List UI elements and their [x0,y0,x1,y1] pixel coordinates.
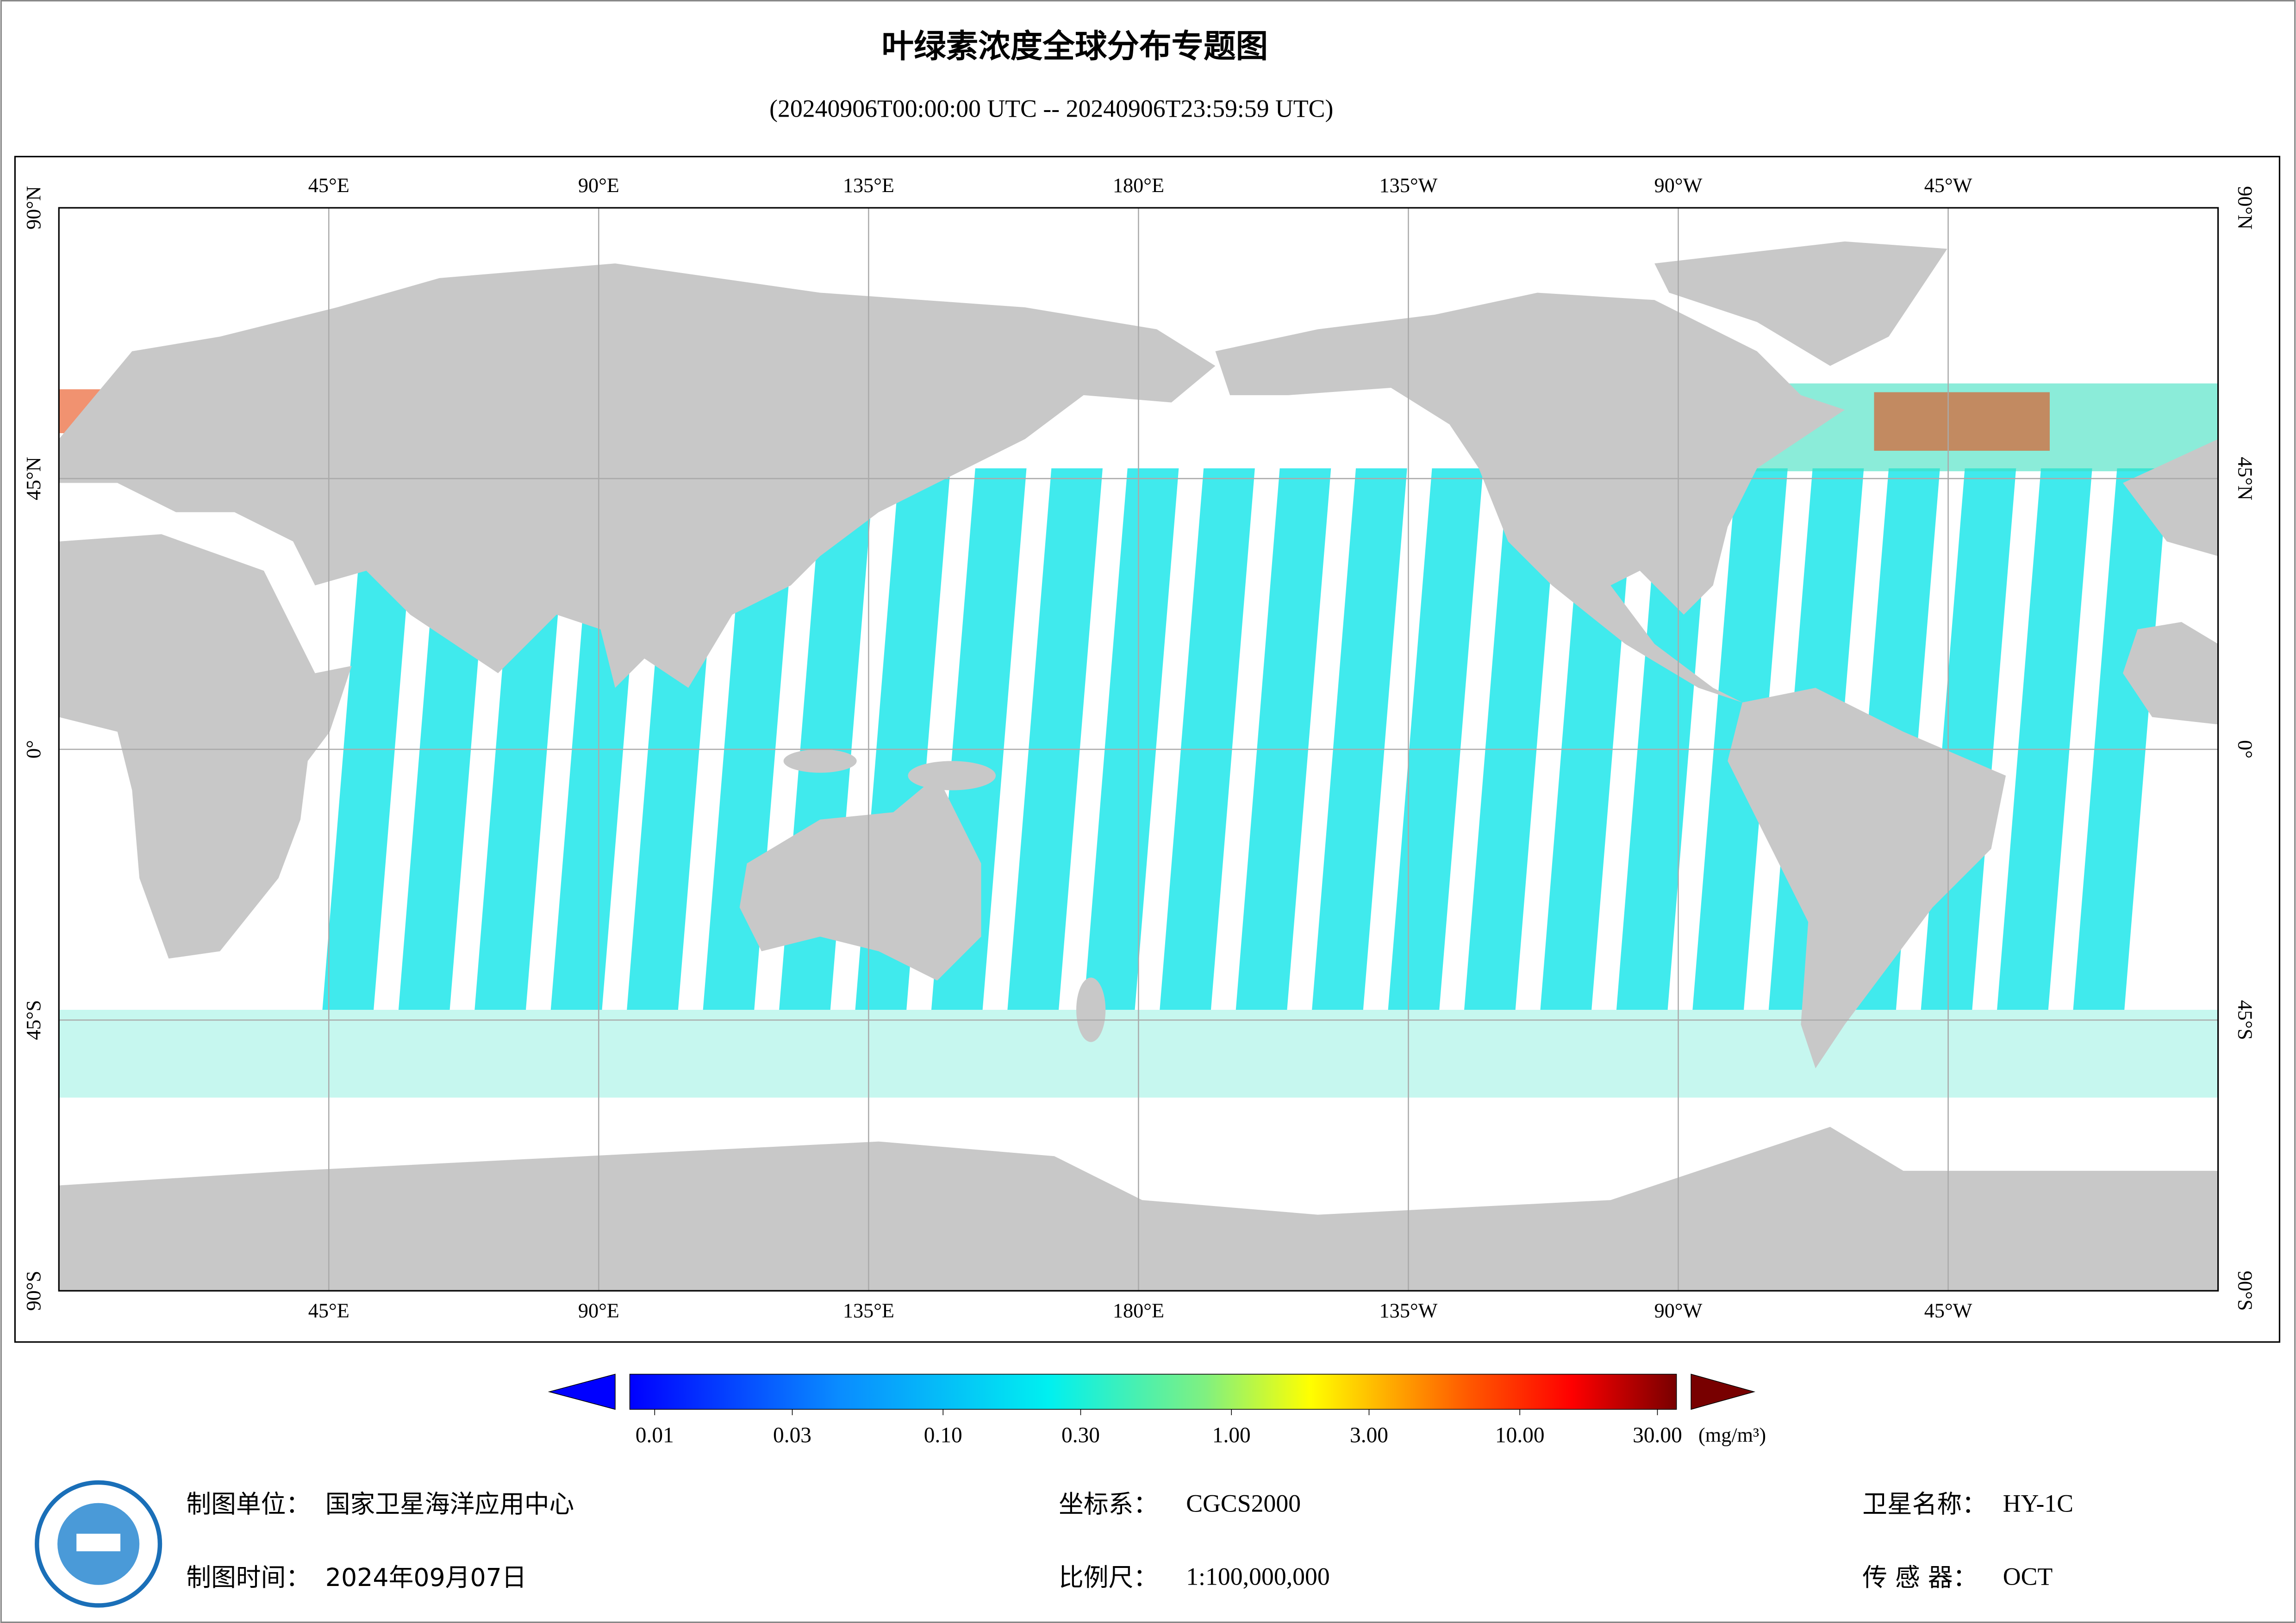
lon-label: 90°W [1654,1300,1703,1322]
lon-label: 135°E [843,174,894,197]
footer-value: 国家卫星海洋应用中心 [325,1490,574,1519]
swath [703,468,799,1010]
land [2123,439,2218,556]
lat-label: 90°S [2234,1271,2256,1311]
lon-label: 90°E [578,1300,619,1322]
footer-label: 比例尺： [1059,1563,1158,1592]
lon-label: 45°W [1924,1300,1972,1322]
lat-label: 45°N [22,457,45,500]
lon-label: 90°W [1654,174,1703,197]
swath [1388,468,1484,1010]
lon-label: 135°W [1379,174,1438,197]
lat-label: 0° [2234,740,2256,759]
colorbar-tick-label: 3.00 [1350,1423,1388,1447]
graticule: 45°E 45°E 90°E 90°E 135°E 135°E 180°E 180°E 135°… [22,174,2256,1322]
land [2123,622,2218,725]
land [739,776,981,981]
swath [1160,468,1255,1010]
swath [1083,468,1179,1010]
lon-label: 180°E [1113,174,1164,197]
lat-label: 0° [22,740,45,759]
title: 叶绿素浓度全球分布专题图 [882,27,1268,65]
land [1728,688,2006,1069]
footer-value: HY-1C [2003,1489,2073,1517]
footer-label: 制图单位： [186,1490,311,1519]
footer-label: 坐标系： [1059,1490,1158,1519]
swath [322,468,418,1010]
colorbar-ticks: 0.01 0.03 0.10 0.30 1.00 3.00 10.00 30.00 [636,1409,1682,1447]
lat-label: 45°S [22,1000,45,1040]
colorbar-tick-label: 0.03 [773,1423,811,1447]
colorbar-over-arrow [1691,1374,1756,1410]
map-border [58,207,2219,1292]
logo-satellite [76,1534,121,1552]
lat-label: 45°N [2234,457,2256,500]
land [59,534,352,959]
land [908,761,996,790]
land [783,749,857,773]
colorbar-tick-label: 0.01 [636,1423,674,1447]
lat-label: 45°S [2234,1000,2256,1040]
swath [1007,468,1103,1010]
land [59,263,1216,688]
colorbar-tick-label: 1.00 [1212,1423,1251,1447]
lat-label: 90°N [2234,186,2256,230]
footer-value: 2024年09月07日 [325,1563,527,1592]
colorbar-tick-label: 10.00 [1495,1423,1545,1447]
colorbar-tick-label: 0.10 [924,1423,962,1447]
swath [1312,468,1407,1010]
land [1654,241,1947,366]
lon-label: 90°E [578,174,619,197]
map-frame [14,155,2281,1343]
footer: 制图单位： 国家卫星海洋应用中心 制图时间： 2024年09月07日 坐标系： … [186,1489,2073,1592]
colorbar-tick-label: 30.00 [1633,1423,1682,1447]
colorbar-unit: (mg/m³) [1698,1424,1766,1447]
footer-value: 1:100,000,000 [1186,1562,1330,1590]
swath [1235,468,1331,1010]
lon-label: 135°E [843,1300,894,1322]
land [1215,292,1845,703]
footer-value: CGCS2000 [1186,1489,1301,1517]
swath [2073,468,2169,1010]
swath [1874,392,2050,451]
footer-label: 传 感 器： [1862,1563,1978,1592]
colorbar-tick-label: 0.30 [1061,1423,1100,1447]
lon-label: 45°E [308,174,349,197]
lon-label: 45°W [1924,174,1972,197]
colorbar [629,1374,1677,1410]
lon-label: 45°E [308,1300,349,1322]
land [1076,977,1106,1042]
lat-label: 90°N [22,186,45,230]
lat-label: 90°S [22,1271,45,1311]
lon-label: 135°W [1379,1300,1438,1322]
swath [1997,468,2092,1010]
colorbar-under-arrow [548,1374,616,1410]
footer-label: 卫星名称： [1862,1490,1987,1519]
footer-label: 制图时间： [186,1563,311,1592]
lon-label: 180°E [1113,1300,1164,1322]
footer-value: OCT [2003,1562,2053,1590]
subtitle: (20240906T00:00:00 UTC -- 20240906T23:59… [769,95,1333,123]
swath [1464,468,1560,1010]
logo [35,1480,162,1608]
